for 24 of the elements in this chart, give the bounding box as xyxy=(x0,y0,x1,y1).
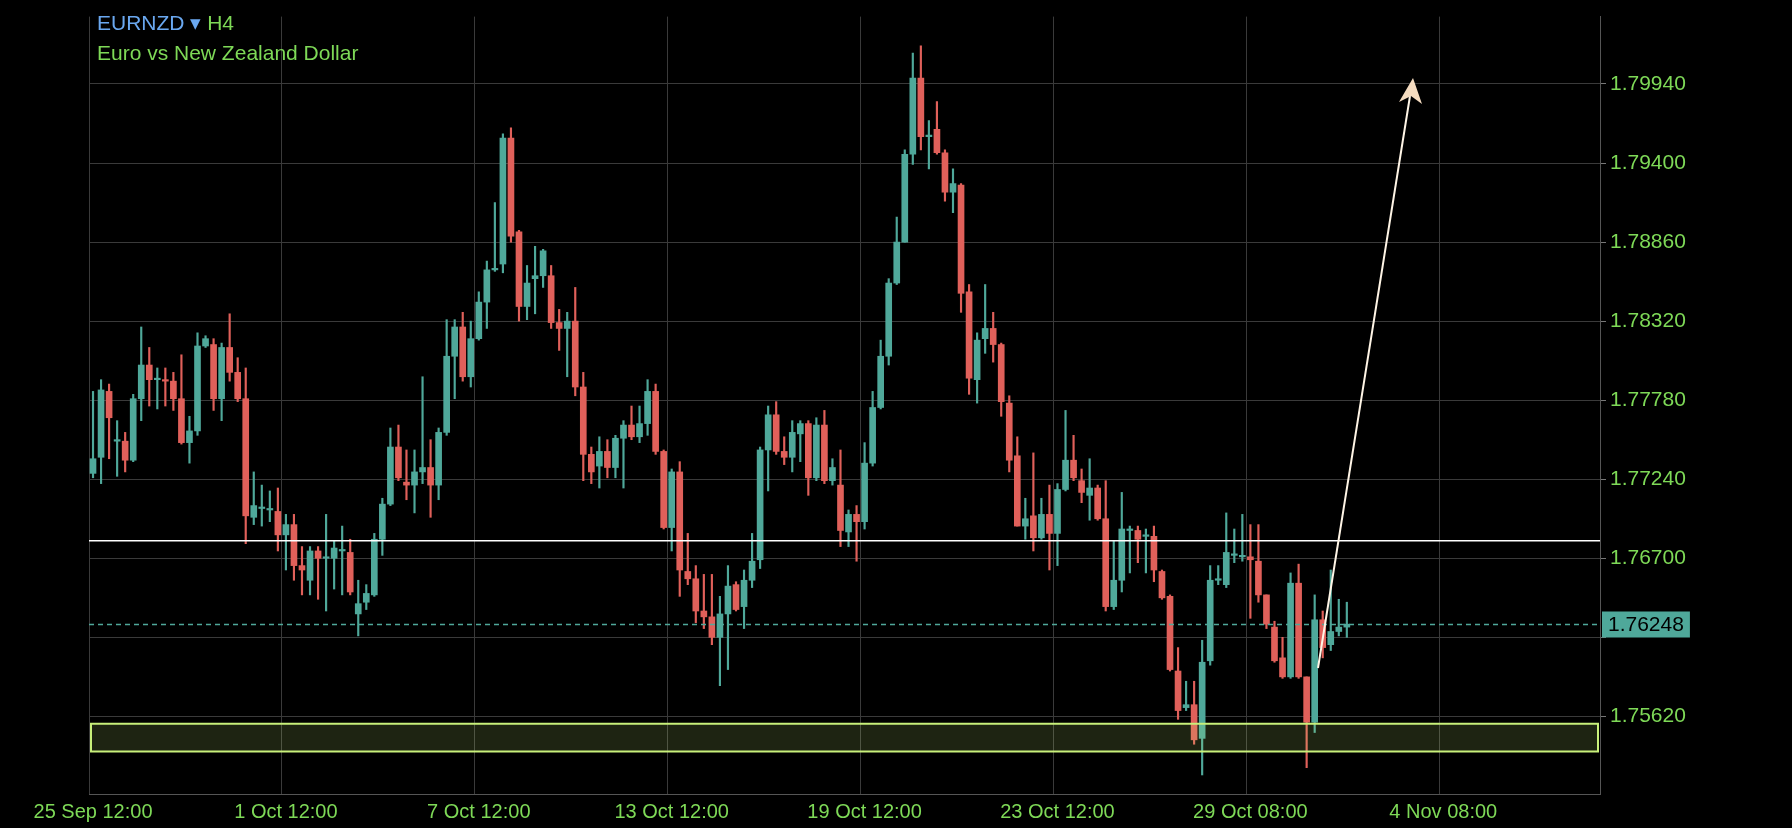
y-tick-label: 1.79400 xyxy=(1610,149,1686,173)
candlestick xyxy=(186,415,193,464)
y-tick-label: 1.77780 xyxy=(1610,386,1686,410)
x-tick-label: 29 Oct 08:00 xyxy=(1193,799,1308,822)
chart-title: EURNZD ▾ H4 xyxy=(97,10,236,36)
y-tick-label: 1.75620 xyxy=(1610,703,1686,727)
candlestick xyxy=(1046,484,1053,571)
candlestick xyxy=(853,505,860,562)
y-tick-label: 1.78860 xyxy=(1610,228,1686,252)
x-tick-label: 25 Sep 12:00 xyxy=(33,799,153,822)
y-tick-label: 1.76700 xyxy=(1610,545,1686,569)
x-tick-label: 13 Oct 12:00 xyxy=(614,799,729,822)
candlestick xyxy=(411,449,418,514)
candlestick xyxy=(419,376,426,484)
x-tick-label: 7 Oct 12:00 xyxy=(427,799,531,822)
y-tick-label: 1.78320 xyxy=(1610,307,1686,331)
text: Euro vs New Zealand Dollar xyxy=(97,40,359,66)
y-tick-label: 1.77240 xyxy=(1610,466,1686,490)
x-tick-label: 4 Nov 08:00 xyxy=(1389,799,1498,822)
x-tick-label: 1 Oct 12:00 xyxy=(234,799,338,822)
ref-line-label: 1.76248 xyxy=(1608,612,1684,636)
x-tick-label: 19 Oct 12:00 xyxy=(807,799,922,822)
x-tick-label: 23 Oct 12:00 xyxy=(1000,799,1115,822)
y-tick-label: 1.79940 xyxy=(1610,70,1686,94)
